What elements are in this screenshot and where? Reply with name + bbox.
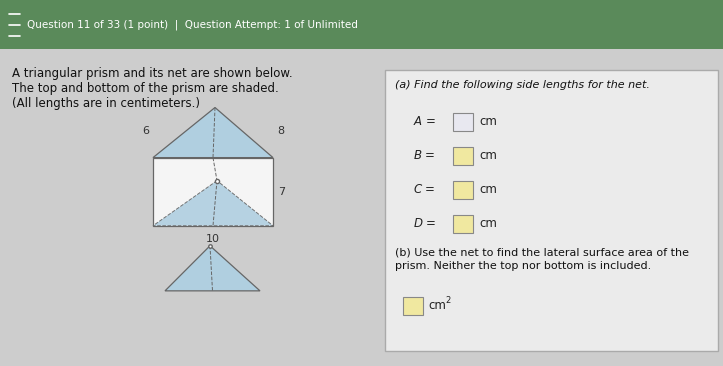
Text: 2: 2 [445, 296, 450, 305]
Text: $\it{C}$ =: $\it{C}$ = [413, 183, 435, 196]
Text: The top and bottom of the prism are shaded.: The top and bottom of the prism are shad… [12, 82, 279, 96]
Text: cm: cm [479, 217, 497, 230]
Text: 8: 8 [277, 126, 284, 135]
Text: (All lengths are in centimeters.): (All lengths are in centimeters.) [12, 97, 200, 111]
Text: cm: cm [479, 115, 497, 128]
Polygon shape [153, 108, 273, 158]
Text: Question 11 of 33 (1 point)  |  Question Attempt: 1 of Unlimited: Question 11 of 33 (1 point) | Question A… [27, 19, 359, 30]
Text: $\it{A}$ =: $\it{A}$ = [413, 115, 436, 128]
Text: $\it{D}$ =: $\it{D}$ = [413, 217, 437, 230]
Text: A triangular prism and its net are shown below.: A triangular prism and its net are shown… [12, 67, 293, 81]
Text: 10: 10 [206, 234, 220, 244]
Polygon shape [153, 181, 273, 226]
Text: cm: cm [479, 149, 497, 162]
Bar [453, 181, 473, 199]
Text: cm: cm [428, 299, 446, 313]
Polygon shape [165, 246, 260, 291]
FancyBboxPatch shape [385, 70, 718, 351]
Text: prism. Neither the top nor bottom is included.: prism. Neither the top nor bottom is inc… [395, 261, 651, 271]
Bar [453, 215, 473, 233]
Bar [453, 147, 473, 165]
Text: cm: cm [479, 183, 497, 196]
Text: 6: 6 [142, 126, 149, 135]
Bar [453, 112, 473, 131]
Text: (b) Use the net to find the lateral surface area of the: (b) Use the net to find the lateral surf… [395, 248, 689, 258]
Text: (a) Find the following side lengths for the net.: (a) Find the following side lengths for … [395, 81, 650, 90]
Text: 7: 7 [278, 187, 285, 197]
Text: $\it{B}$ =: $\it{B}$ = [413, 149, 435, 162]
FancyBboxPatch shape [0, 49, 723, 366]
Bar [153, 158, 273, 226]
Bar [403, 297, 423, 315]
